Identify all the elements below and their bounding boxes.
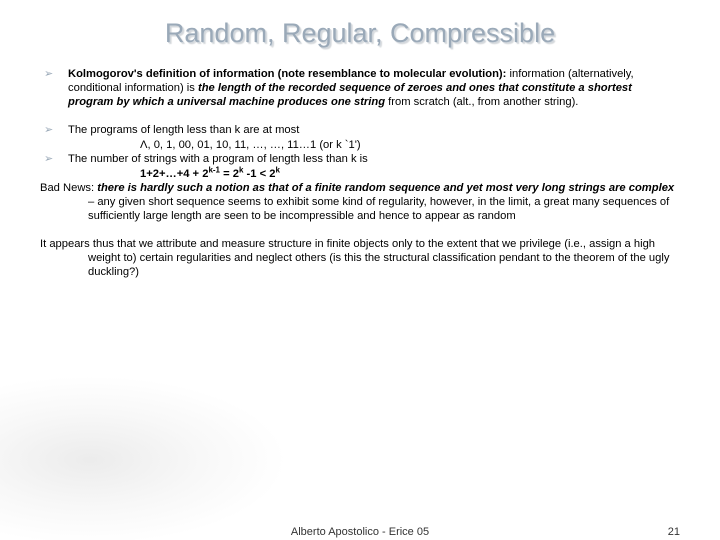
text: 1+2+…+4 + 2 (140, 168, 208, 180)
paragraph: It appears thus that we attribute and me… (40, 237, 680, 279)
page-number: 21 (668, 526, 680, 538)
paragraph: Bad News: there is hardly such a notion … (40, 181, 680, 223)
bullet-item: ➢ The number of strings with a program o… (40, 152, 680, 167)
text-bold: Kolmogorov's definition of information (… (68, 68, 506, 80)
text: – any given short sequence seems to exhi… (88, 196, 669, 222)
bullet-text: The number of strings with a program of … (68, 152, 680, 167)
bullet-text: The programs of length less than k are a… (68, 123, 680, 138)
footer-author: Alberto Apostolico - Erice 05 (291, 526, 429, 538)
chevron-right-icon: ➢ (40, 123, 68, 138)
text-bold-italic: there is hardly such a notion as that of… (97, 182, 674, 194)
bullet-text: Kolmogorov's definition of information (… (68, 67, 680, 109)
text: = 2 (220, 168, 239, 180)
slide-title: Random, Regular, Compressible (40, 18, 680, 49)
formula-line: Λ, 0, 1, 00, 01, 10, 11, …, …, 11…1 (or … (40, 138, 680, 152)
slide-body: ➢ Kolmogorov's definition of information… (40, 67, 680, 279)
text-label: Bad News: (40, 182, 97, 194)
formula-line: 1+2+…+4 + 2k-1 = 2k -1 < 2k (40, 167, 680, 181)
text: from scratch (alt., from another string)… (385, 96, 578, 108)
superscript: k (275, 165, 279, 174)
text: -1 < 2 (243, 168, 275, 180)
chevron-right-icon: ➢ (40, 152, 68, 167)
bullet-item: ➢ The programs of length less than k are… (40, 123, 680, 138)
bullet-item: ➢ Kolmogorov's definition of information… (40, 67, 680, 109)
chevron-right-icon: ➢ (40, 67, 68, 109)
superscript: k-1 (208, 165, 220, 174)
